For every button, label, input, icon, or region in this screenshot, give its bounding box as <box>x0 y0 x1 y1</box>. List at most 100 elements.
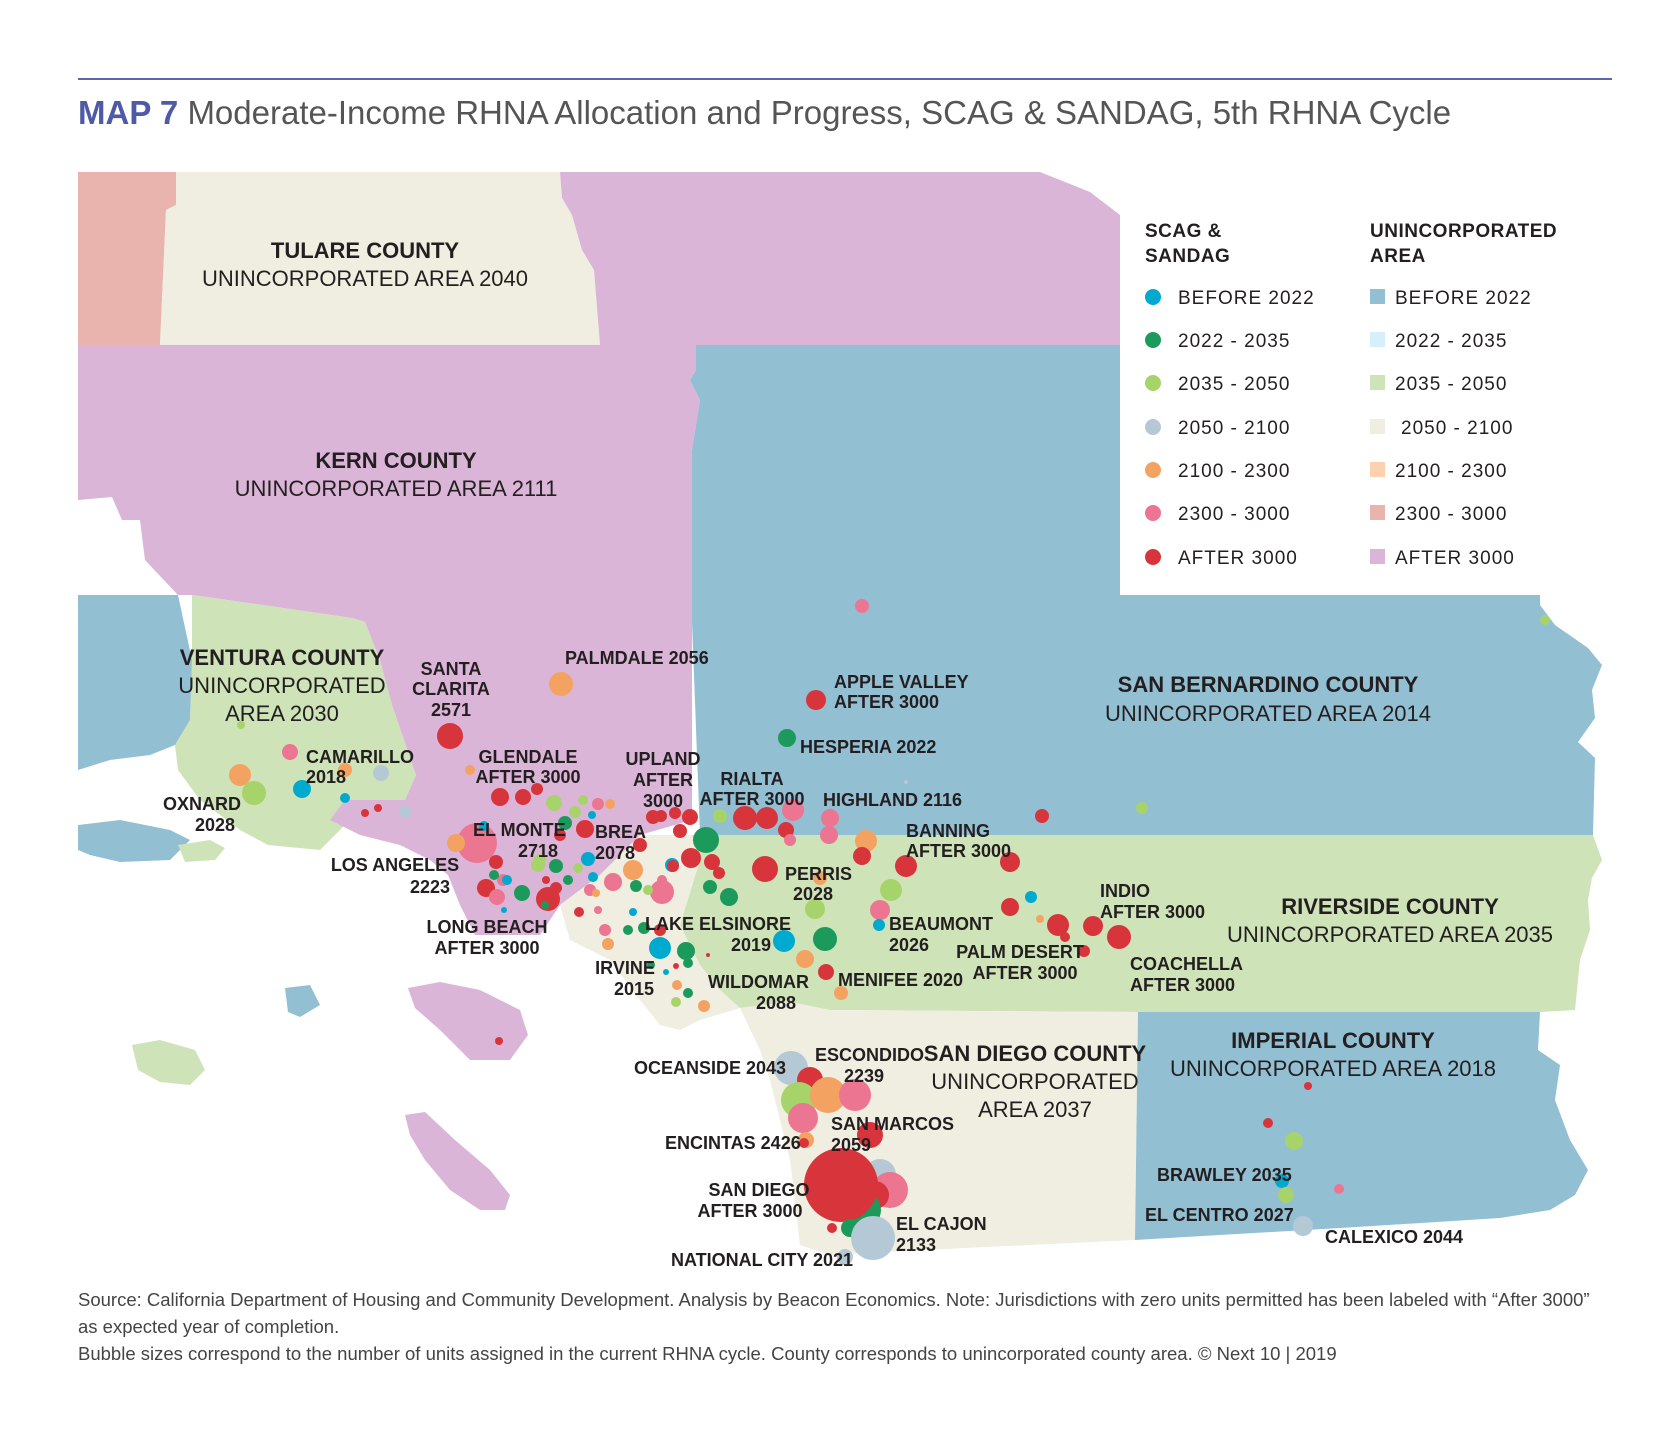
brawley-label: BRAWLEY 2035 <box>1157 1165 1292 1185</box>
banning-label-2: AFTER 3000 <box>906 841 1011 861</box>
bubble <box>870 900 890 920</box>
bubble <box>698 1000 710 1012</box>
coastal-blue-area <box>78 595 192 770</box>
bubble <box>546 795 562 811</box>
bubble <box>514 885 530 901</box>
source-note: Source: California Department of Housing… <box>78 1286 1598 1367</box>
legend-area-label-3: 2035 - 2050 <box>1395 374 1507 395</box>
bubble <box>558 816 572 830</box>
bubble <box>788 1103 818 1133</box>
glendale-label-2: AFTER 3000 <box>475 767 580 787</box>
bubble <box>592 889 600 897</box>
palm-desert-label-1: PALM DESERT <box>956 942 1084 962</box>
bubble <box>672 980 682 990</box>
bubble <box>669 807 681 819</box>
bubble <box>531 783 543 795</box>
ventura-county-shape <box>175 595 416 850</box>
san-bernardino-sub: UNINCORPORATED AREA 2014 <box>1105 701 1431 726</box>
bubble <box>756 807 778 829</box>
bubble <box>1540 615 1550 625</box>
oxnard-label-1: OXNARD <box>163 794 241 814</box>
bubble <box>663 969 669 975</box>
bubble <box>542 876 550 884</box>
bubble <box>671 997 681 1007</box>
bubble <box>839 1079 871 1111</box>
bubble <box>720 888 738 906</box>
legend-dot-2022-2035 <box>1145 332 1161 348</box>
bubble <box>837 1249 853 1265</box>
bubble <box>855 830 877 852</box>
legend-swatch-2050-2100 <box>1370 419 1385 434</box>
bubble <box>796 950 814 968</box>
san-marcos-label-1: SAN MARCOS <box>831 1114 954 1134</box>
bubble <box>515 789 531 805</box>
legend: SCAG & SANDAG UNINCORPORATED AREA BEFORE… <box>1120 200 1557 595</box>
island-small-green <box>178 840 225 862</box>
bubble <box>834 986 848 1000</box>
bubble <box>576 820 594 838</box>
kern-county-shape <box>78 345 700 622</box>
bubble <box>1275 1174 1289 1188</box>
bubble <box>629 908 637 916</box>
san-marcos-label-2: 2059 <box>831 1135 871 1155</box>
legend-label-7: AFTER 3000 <box>1178 548 1298 569</box>
bubble <box>683 958 693 968</box>
bubble <box>1035 809 1049 823</box>
bubble <box>293 780 311 798</box>
legend-label-5: 2100 - 2300 <box>1178 461 1290 482</box>
bubble <box>282 744 298 760</box>
bubble <box>491 788 509 806</box>
bubble <box>549 859 563 873</box>
legend-swatch-before-2022 <box>1370 289 1385 304</box>
san-diego-label-1: SAN DIEGO <box>708 1180 809 1200</box>
county-shapes <box>78 172 1602 1255</box>
island-santa-barbara <box>285 985 320 1017</box>
legend-area-label-1: BEFORE 2022 <box>1395 288 1532 309</box>
bubble <box>649 937 671 959</box>
bubble <box>604 873 622 891</box>
bubble <box>693 827 719 853</box>
legend-area-label-7: AFTER 3000 <box>1395 548 1515 569</box>
bubble <box>447 834 465 852</box>
county-labels: TULARE COUNTY UNINCORPORATED AREA 2040 K… <box>178 238 1553 1122</box>
oxnard-label-2: 2028 <box>195 815 235 835</box>
legend-swatch-after-3000 <box>1370 549 1385 564</box>
bubble <box>673 824 687 838</box>
santa-clarita-label-1: SANTA <box>421 659 482 679</box>
legend-swatch-2022-2035 <box>1370 332 1385 347</box>
tulare-county-shape <box>160 172 600 345</box>
city-bubbles <box>229 599 1550 1265</box>
imperial-county-label: IMPERIAL COUNTY <box>1231 1028 1435 1053</box>
santa-clarita-label-2: CLARITA <box>412 679 490 699</box>
upland-label-2: AFTER <box>633 770 693 790</box>
los-angeles-label-2: 2223 <box>410 877 450 897</box>
bubble <box>752 856 778 882</box>
lake-elsinore-label-2: 2019 <box>731 935 771 955</box>
banning-label-1: BANNING <box>906 821 990 841</box>
bubble <box>573 863 583 873</box>
bubble <box>682 809 698 825</box>
oceanside-label: OCEANSIDE 2043 <box>634 1058 786 1078</box>
bubble <box>873 919 885 931</box>
legend-dot-after-3000 <box>1145 549 1161 565</box>
bubble <box>703 880 717 894</box>
bubble <box>713 809 727 823</box>
imperial-county-sub: UNINCORPORATED AREA 2018 <box>1170 1056 1496 1081</box>
bubble <box>633 838 647 852</box>
wildomar-label-2: 2088 <box>756 993 796 1013</box>
legend-swatch-2035-2050 <box>1370 375 1385 390</box>
bubble <box>541 901 549 909</box>
coachella-label-2: AFTER 3000 <box>1130 975 1235 995</box>
bubble <box>554 829 566 841</box>
bubble <box>713 867 725 879</box>
bubble <box>1334 1184 1344 1194</box>
legend-label-4: 2050 - 2100 <box>1178 418 1290 439</box>
bubble <box>502 875 512 885</box>
bubble <box>550 882 562 894</box>
bubble <box>810 1077 846 1113</box>
palmdale-label: PALMDALE 2056 <box>565 648 709 668</box>
source-line-1: Source: California Department of Housing… <box>78 1289 1590 1337</box>
bubble <box>654 924 666 936</box>
island-san-nicolas <box>132 1040 205 1085</box>
hesperia-label: HESPERIA 2022 <box>800 737 936 757</box>
